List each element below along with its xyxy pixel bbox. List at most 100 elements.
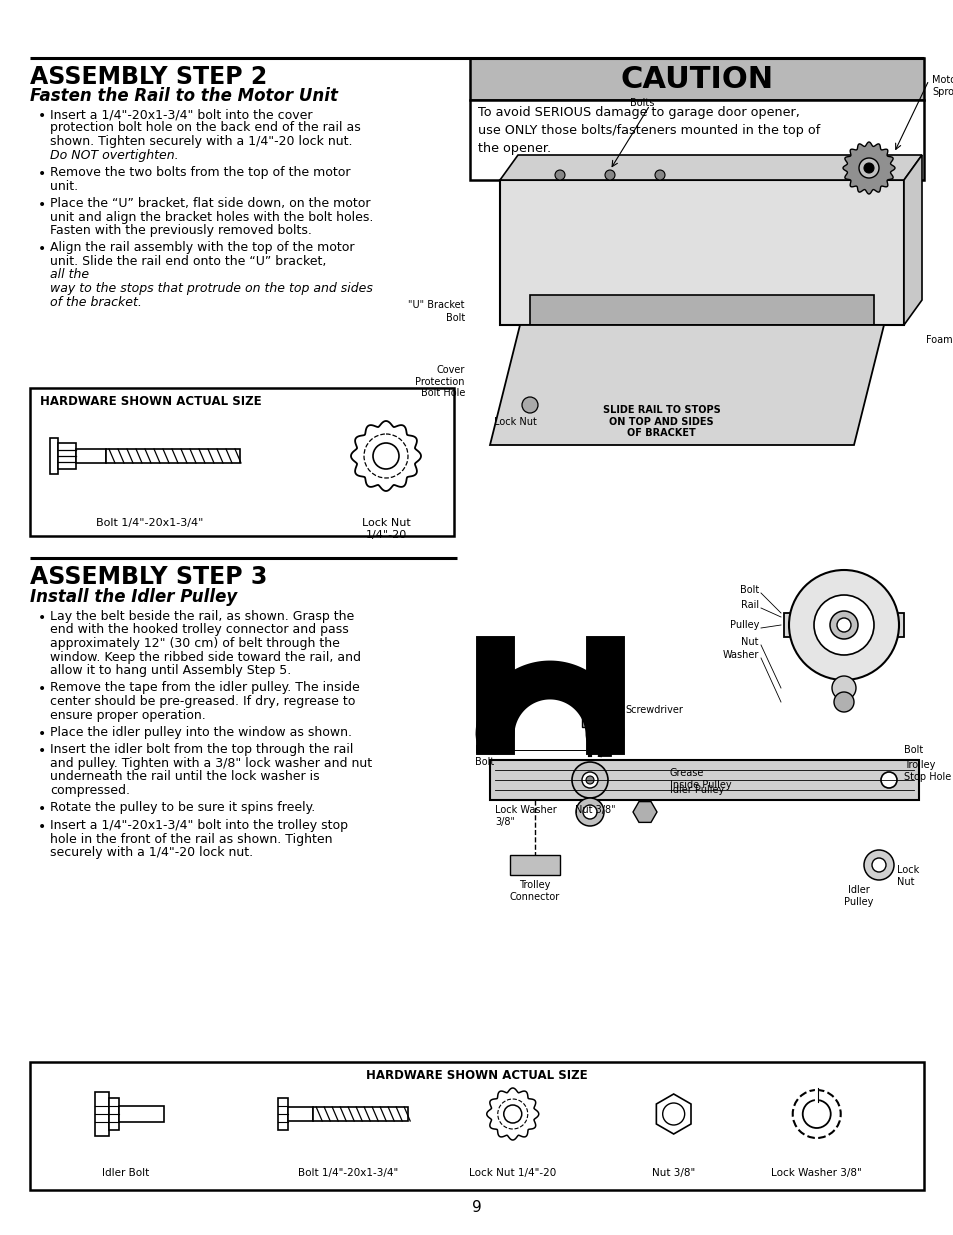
Text: Idler Bolt: Idler Bolt — [102, 1168, 149, 1178]
Text: way to the stops that protrude on the top and sides: way to the stops that protrude on the to… — [50, 282, 373, 295]
Text: Bolt: Bolt — [739, 585, 759, 595]
Text: Nut 3/8": Nut 3/8" — [651, 1168, 695, 1178]
Text: unit. Slide the rail end onto the “U” bracket,: unit. Slide the rail end onto the “U” br… — [50, 254, 326, 268]
Text: Lock Washer
3/8": Lock Washer 3/8" — [495, 805, 557, 826]
Circle shape — [662, 1103, 684, 1125]
Text: •: • — [38, 803, 46, 816]
Circle shape — [373, 443, 398, 469]
Text: •: • — [38, 820, 46, 834]
Text: Bolt 1/4"-20x1-3/4": Bolt 1/4"-20x1-3/4" — [96, 517, 204, 529]
Bar — [76, 450, 106, 463]
Text: Lock Nut
1/4"-20: Lock Nut 1/4"-20 — [361, 517, 410, 540]
Text: Bolt 1/4"-20x1-3/4": Bolt 1/4"-20x1-3/4" — [297, 1168, 398, 1178]
Bar — [470, 58, 923, 100]
Circle shape — [836, 618, 850, 632]
Circle shape — [604, 170, 615, 180]
Text: HARDWARE SHOWN ACTUAL SIZE: HARDWARE SHOWN ACTUAL SIZE — [366, 1070, 587, 1082]
Circle shape — [833, 692, 853, 713]
Text: all the: all the — [50, 268, 89, 282]
Text: Motor Unit
Sprocket: Motor Unit Sprocket — [931, 75, 953, 96]
Text: CAUTION: CAUTION — [619, 64, 773, 94]
Bar — [530, 295, 873, 325]
Circle shape — [576, 798, 603, 826]
Text: Bolt: Bolt — [903, 745, 923, 755]
Circle shape — [655, 170, 664, 180]
Text: Trolley
Stop Hole: Trolley Stop Hole — [903, 760, 950, 782]
Text: Align the rail assembly with the top of the motor: Align the rail assembly with the top of … — [50, 242, 355, 254]
Text: •: • — [38, 242, 46, 257]
Text: Remove the tape from the idler pulley. The inside: Remove the tape from the idler pulley. T… — [50, 682, 359, 694]
Text: HARDWARE SHOWN ACTUAL SIZE: HARDWARE SHOWN ACTUAL SIZE — [40, 395, 261, 408]
Text: unit and align the bracket holes with the bolt holes.: unit and align the bracket holes with th… — [50, 210, 373, 224]
Circle shape — [788, 571, 898, 680]
Text: end with the hooked trolley connector and pass: end with the hooked trolley connector an… — [50, 624, 349, 636]
Text: Place the “U” bracket, flat side down, on the motor: Place the “U” bracket, flat side down, o… — [50, 198, 370, 210]
Text: Lock
Nut: Lock Nut — [896, 864, 919, 887]
Circle shape — [813, 595, 873, 655]
Polygon shape — [351, 421, 420, 492]
Text: Fasten with the previously removed bolts.: Fasten with the previously removed bolts… — [50, 224, 312, 237]
Text: •: • — [38, 167, 46, 182]
Circle shape — [555, 170, 564, 180]
Text: •: • — [38, 727, 46, 741]
Circle shape — [585, 776, 594, 784]
Circle shape — [871, 858, 885, 872]
Circle shape — [801, 1100, 830, 1128]
Text: Do NOT overtighten.: Do NOT overtighten. — [50, 148, 178, 162]
Bar — [110, 1098, 119, 1130]
Circle shape — [831, 676, 855, 700]
Bar — [58, 443, 76, 469]
Text: ASSEMBLY STEP 3: ASSEMBLY STEP 3 — [30, 564, 267, 589]
Bar — [95, 1092, 110, 1136]
Polygon shape — [842, 142, 894, 194]
Bar — [50, 438, 58, 474]
Text: Insert a 1/4"-20x1-3/4" bolt into the trolley stop: Insert a 1/4"-20x1-3/4" bolt into the tr… — [50, 819, 348, 832]
Text: of the bracket.: of the bracket. — [50, 295, 142, 309]
Text: Insert the idler bolt from the top through the rail: Insert the idler bolt from the top throu… — [50, 743, 353, 757]
Text: Bolt: Bolt — [445, 312, 464, 324]
Polygon shape — [490, 325, 883, 445]
Text: •: • — [38, 198, 46, 212]
Polygon shape — [499, 156, 921, 180]
Text: center should be pre-greased. If dry, regrease to: center should be pre-greased. If dry, re… — [50, 695, 355, 708]
Text: Install the Idler Pulley: Install the Idler Pulley — [30, 588, 237, 606]
Text: Idler
Pulley: Idler Pulley — [843, 885, 873, 906]
Text: approximately 12" (30 cm) of belt through the: approximately 12" (30 cm) of belt throug… — [50, 637, 339, 650]
Text: Lay the belt beside the rail, as shown. Grasp the: Lay the belt beside the rail, as shown. … — [50, 610, 354, 622]
Text: Remove the two bolts from the top of the motor: Remove the two bolts from the top of the… — [50, 165, 350, 179]
Text: allow it to hang until Assembly Step 5.: allow it to hang until Assembly Step 5. — [50, 664, 291, 677]
Text: Rail: Rail — [740, 600, 759, 610]
Circle shape — [829, 611, 857, 638]
Text: Trolley
Connector: Trolley Connector — [509, 881, 559, 902]
Bar — [278, 1098, 288, 1130]
Text: Place the idler pulley into the window as shown.: Place the idler pulley into the window a… — [50, 726, 352, 739]
Text: Idler Pulley: Idler Pulley — [669, 785, 723, 795]
Text: SLIDE RAIL TO STOPS
ON TOP AND SIDES
OF BRACKET: SLIDE RAIL TO STOPS ON TOP AND SIDES OF … — [602, 405, 720, 438]
Text: Washer: Washer — [721, 650, 759, 659]
Circle shape — [582, 805, 597, 819]
Text: Nut: Nut — [740, 637, 759, 647]
Text: Cover
Protection
Bolt Hole: Cover Protection Bolt Hole — [416, 366, 464, 398]
Bar — [581, 715, 598, 727]
Text: protection bolt hole on the back end of the rail as: protection bolt hole on the back end of … — [50, 121, 360, 135]
Text: securely with a 1/4"-20 lock nut.: securely with a 1/4"-20 lock nut. — [50, 846, 253, 860]
Bar — [470, 100, 923, 180]
Polygon shape — [903, 156, 921, 325]
Text: Grease
Inside Pulley: Grease Inside Pulley — [669, 768, 731, 789]
Text: Foam Packaging: Foam Packaging — [925, 335, 953, 345]
Circle shape — [572, 762, 607, 798]
Circle shape — [581, 772, 598, 788]
Circle shape — [858, 158, 878, 178]
Polygon shape — [633, 802, 657, 823]
Circle shape — [880, 772, 896, 788]
Bar — [30, 1062, 923, 1191]
Bar — [499, 180, 903, 325]
Text: Lock Nut 1/4"-20: Lock Nut 1/4"-20 — [469, 1168, 556, 1178]
Polygon shape — [486, 1088, 538, 1140]
Text: Pulley: Pulley — [729, 620, 759, 630]
Text: •: • — [38, 745, 46, 758]
Text: Bolts: Bolts — [629, 98, 654, 107]
Text: ensure proper operation.: ensure proper operation. — [50, 709, 206, 721]
Text: Screwdriver: Screwdriver — [624, 705, 682, 715]
Text: 9: 9 — [472, 1200, 481, 1215]
